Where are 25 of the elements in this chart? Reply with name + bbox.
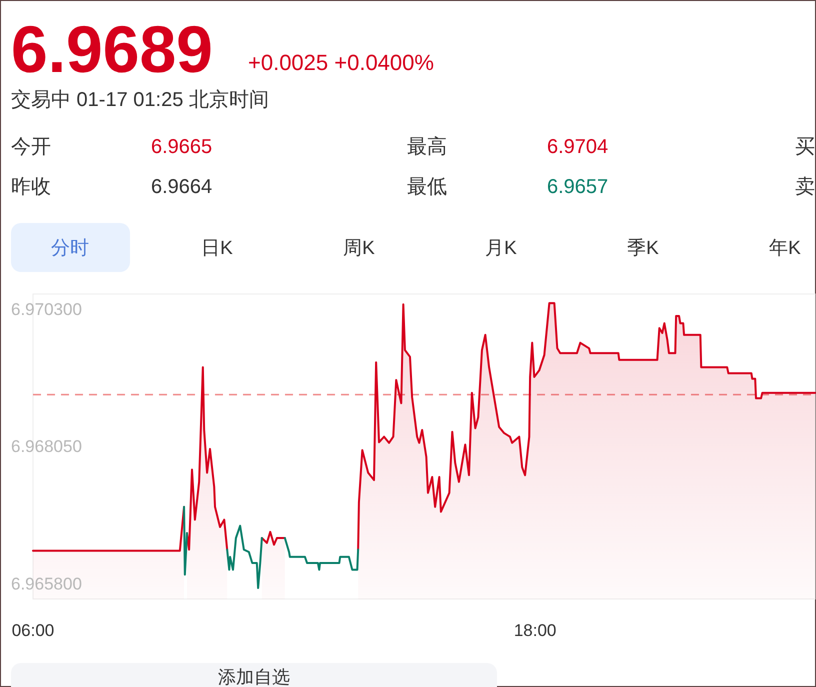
text: 最高 (407, 135, 447, 158)
text: 6.9665 (151, 136, 212, 158)
text: 昨收 (11, 176, 51, 198)
text: 6.9657 (547, 176, 608, 198)
text: 月K (485, 238, 518, 259)
chart-subtitle: +0.0025 +0.0400% (248, 50, 434, 75)
text: 今开 (11, 136, 51, 158)
text: 分时 (51, 238, 89, 259)
text: 周K (343, 238, 376, 259)
text: 6.9704 (547, 136, 608, 158)
text: 年K (769, 238, 802, 259)
text: 最低 (407, 176, 447, 198)
text: 买 (795, 136, 815, 158)
text: 季K (627, 238, 660, 259)
text: 6.9664 (151, 176, 212, 198)
y-tick-label: 6.970300 (11, 300, 82, 319)
chart-title: 6.9689 (11, 12, 213, 86)
x-tick-label: 18:00 (514, 621, 556, 640)
text: 添加自选 (218, 667, 290, 687)
text: 交易中 01-17 01:25 北京时间 (11, 89, 269, 111)
y-tick-label: 6.968050 (11, 437, 82, 456)
text: 日K (201, 238, 234, 259)
x-tick-label: 06:00 (12, 621, 54, 640)
text: 卖 (795, 176, 815, 198)
y-tick-label: 6.965800 (11, 574, 82, 594)
